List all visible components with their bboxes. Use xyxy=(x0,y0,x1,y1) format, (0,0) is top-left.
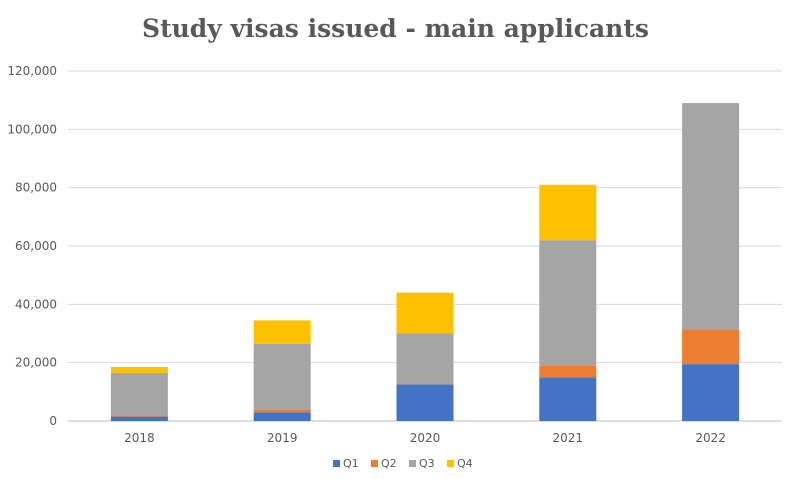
y-tick-label: 0 xyxy=(49,414,57,428)
bar-q2-2019 xyxy=(253,409,311,413)
bar-q4-2021 xyxy=(539,184,597,241)
bar-q4-2019 xyxy=(253,320,311,344)
x-axis-ticks: 2018 2019 2020 2021 2022 xyxy=(124,431,726,445)
bar-q3-2022 xyxy=(682,103,740,330)
y-axis-ticks: 0 20,000 40,000 60,000 80,000 100,000 120,000 xyxy=(7,64,57,428)
bar-q1-2018 xyxy=(110,416,168,421)
bar-q1-2020 xyxy=(396,384,454,421)
x-tick-label: 2018 xyxy=(124,431,155,445)
y-tick-label: 80,000 xyxy=(15,181,57,195)
bar-q1-2019 xyxy=(253,412,311,421)
bar-q3-2019 xyxy=(253,343,311,410)
x-tick-label: 2022 xyxy=(695,431,726,445)
bar-q4-2020 xyxy=(396,292,454,334)
bar-q1-2022 xyxy=(682,364,740,421)
x-tick-label: 2021 xyxy=(553,431,584,445)
legend-swatch-q4 xyxy=(447,460,454,467)
x-tick-label: 2019 xyxy=(267,431,298,445)
bar-q3-2018 xyxy=(110,372,168,416)
bar-q3-2020 xyxy=(396,333,454,385)
bars xyxy=(110,103,740,421)
legend-label-q2: Q2 xyxy=(381,457,397,470)
y-tick-label: 100,000 xyxy=(7,122,57,136)
bar-q2-2022 xyxy=(682,329,740,365)
legend-label-q3: Q3 xyxy=(419,457,435,470)
bar-q2-2018 xyxy=(110,415,168,417)
y-tick-label: 40,000 xyxy=(15,297,57,311)
legend: Q1 Q2 Q3 Q4 xyxy=(333,457,473,470)
y-tick-label: 60,000 xyxy=(15,239,57,253)
legend-label-q4: Q4 xyxy=(457,457,473,470)
y-tick-label: 20,000 xyxy=(15,356,57,370)
bar-q3-2021 xyxy=(539,240,597,366)
chart-title: Study visas issued - main applicants xyxy=(142,14,649,43)
bar-q2-2021 xyxy=(539,365,597,378)
y-tick-label: 120,000 xyxy=(7,64,57,78)
legend-swatch-q1 xyxy=(333,460,340,467)
legend-label-q1: Q1 xyxy=(343,457,359,470)
bar-q4-2018 xyxy=(110,367,168,373)
legend-swatch-q3 xyxy=(409,460,416,467)
x-tick-label: 2020 xyxy=(410,431,441,445)
legend-swatch-q2 xyxy=(371,460,378,467)
bar-q1-2021 xyxy=(539,377,597,421)
